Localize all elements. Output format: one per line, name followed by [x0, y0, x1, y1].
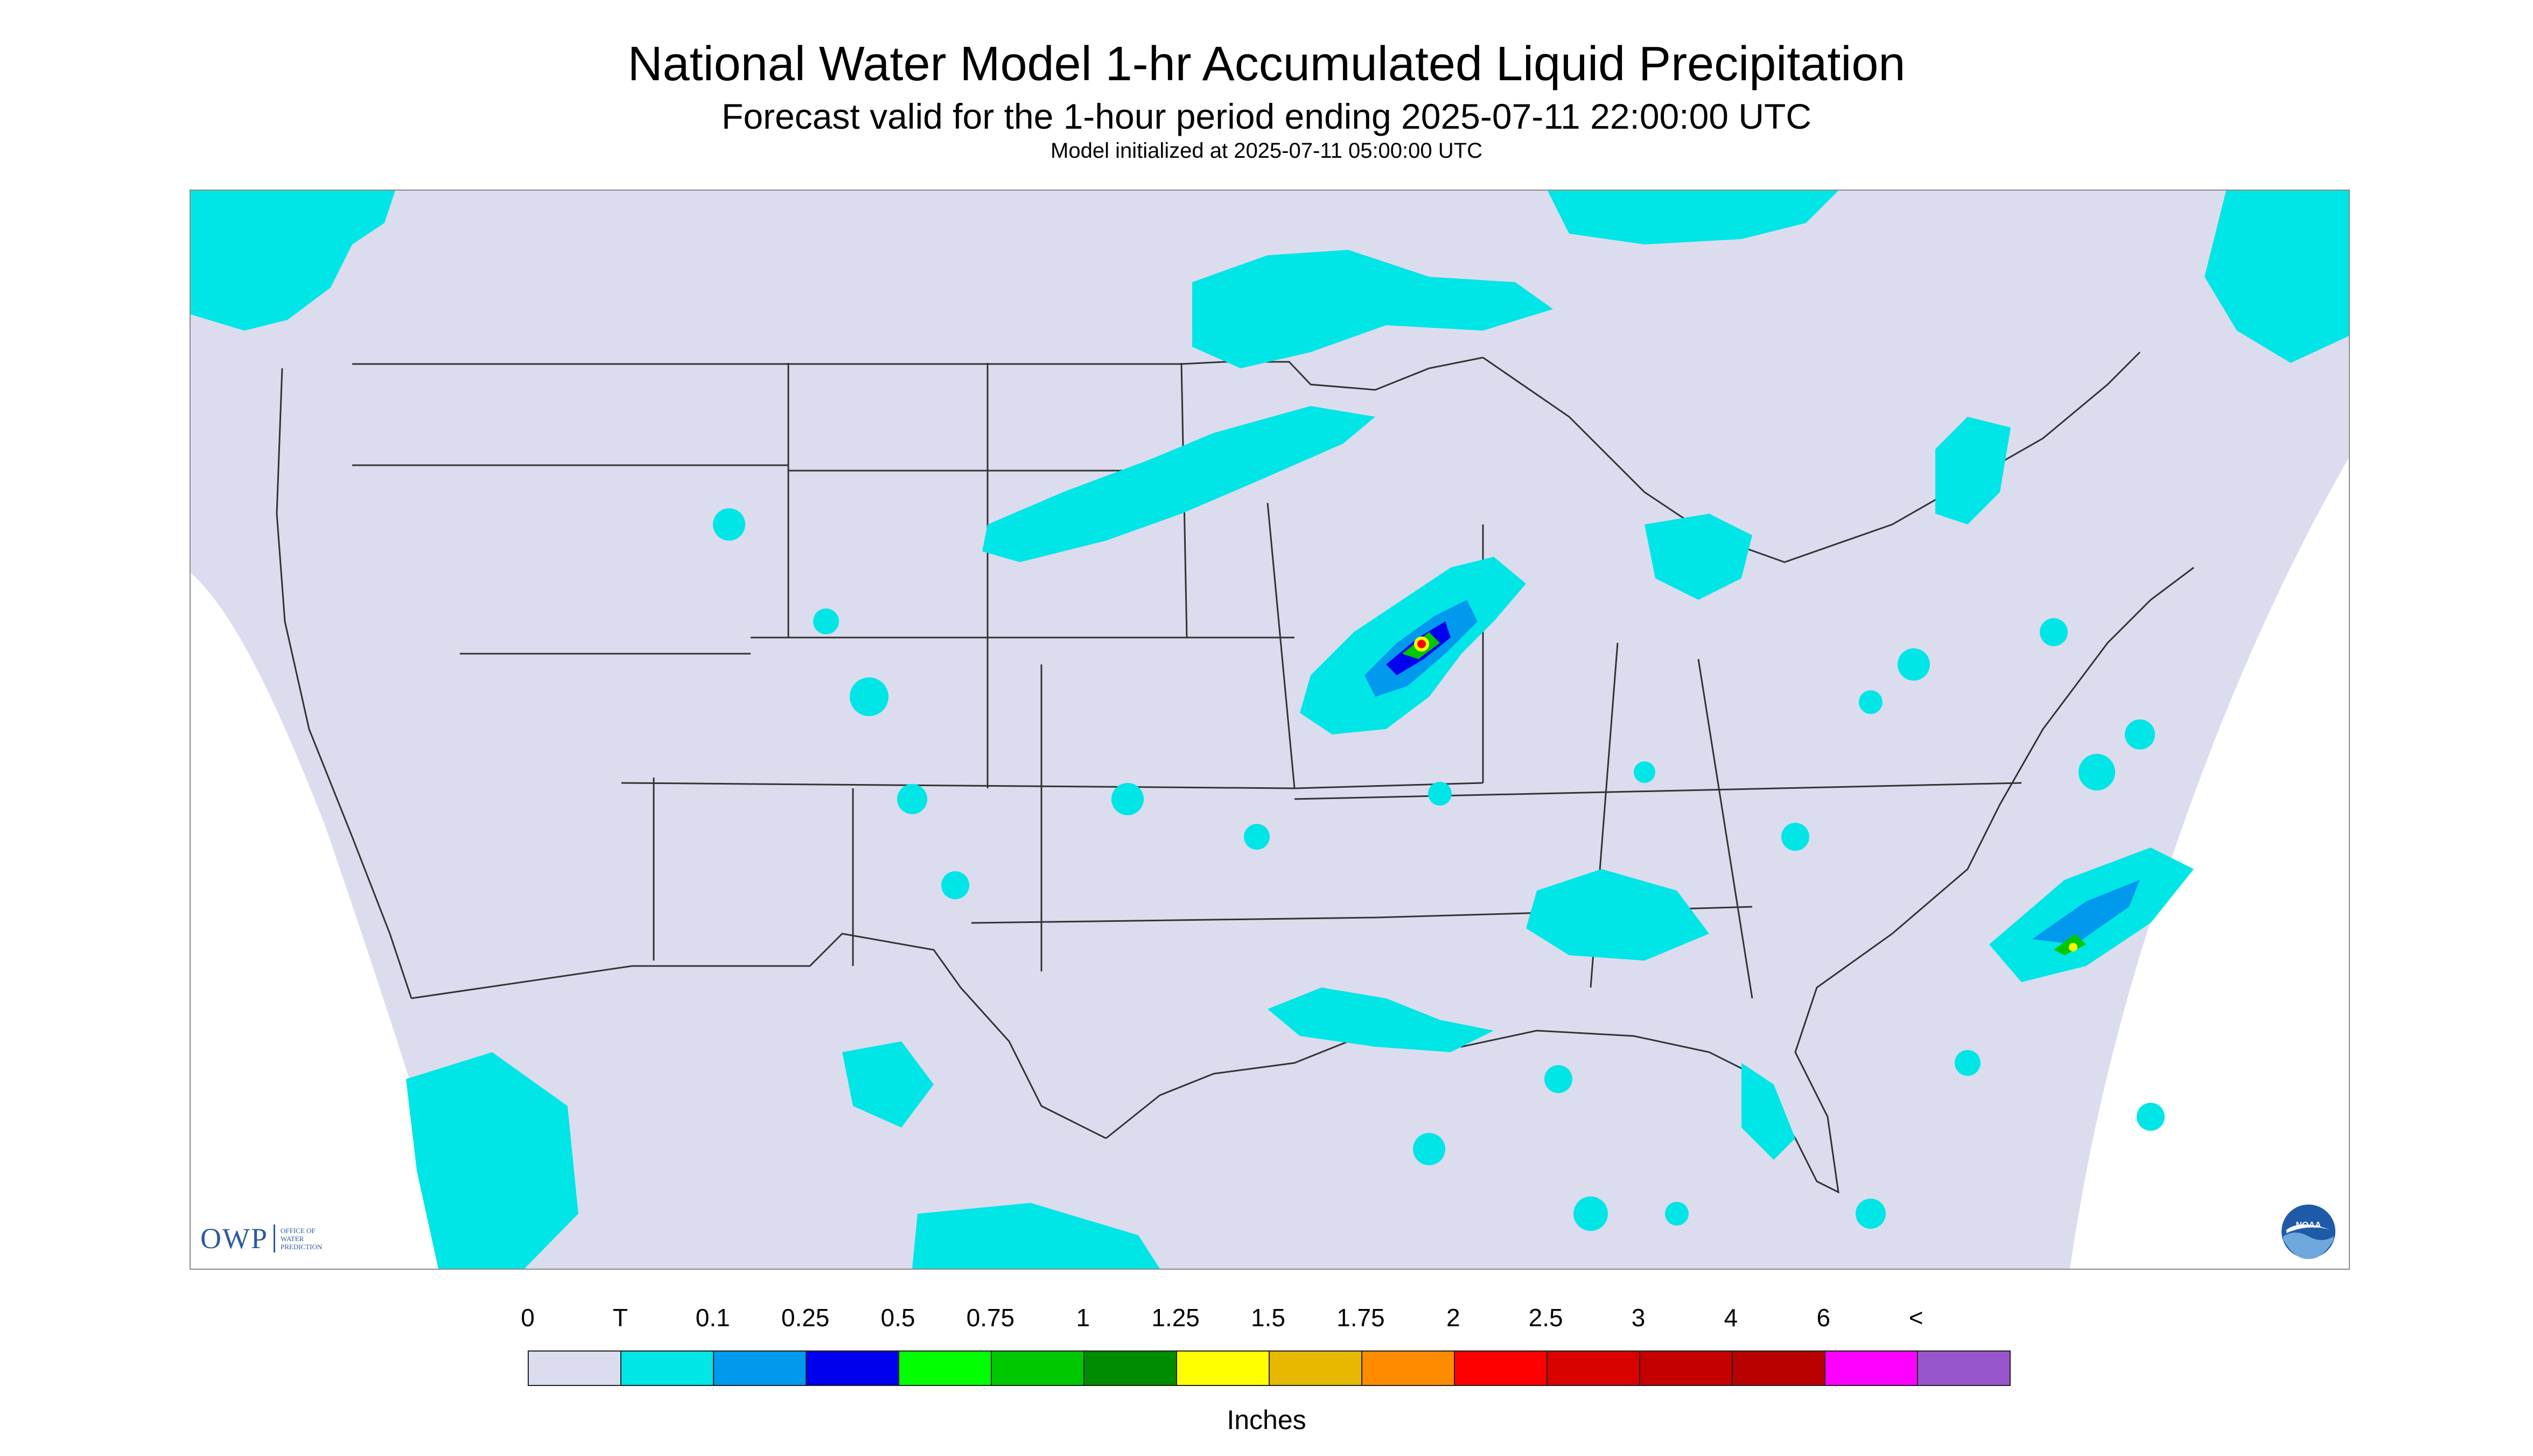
legend-label: 0.1 — [695, 1304, 730, 1332]
owp-logo-subtext: OFFICE OF WATER PREDICTION — [281, 1226, 323, 1251]
legend-swatch — [1548, 1352, 1640, 1385]
legend-label: 0.5 — [880, 1304, 915, 1332]
map-canvas — [191, 191, 2349, 1269]
legend-label: 3 — [1631, 1304, 1646, 1332]
legend-swatch — [1270, 1352, 1362, 1385]
owp-logo-divider — [274, 1224, 275, 1252]
legend-swatch — [1733, 1352, 1825, 1385]
noaa-logo-text: NOAA — [2296, 1221, 2321, 1230]
legend-label: 4 — [1724, 1304, 1738, 1332]
model-init-line: Model initialized at 2025-07-11 05:00:00… — [1051, 139, 1482, 163]
model-domain — [191, 191, 2349, 1269]
legend-label: 1.75 — [1337, 1304, 1385, 1332]
legend-label: 0 — [521, 1304, 535, 1332]
legend-labels: 0 T 0.1 0.25 0.5 0.75 1 1.25 1.5 1.75 2 2.5 3 4 6 < — [521, 1303, 2014, 1335]
legend-label: < — [1908, 1304, 1923, 1332]
legend-swatch — [992, 1352, 1084, 1385]
legend-label: 0.75 — [966, 1304, 1015, 1332]
legend-label: 2 — [1446, 1304, 1460, 1332]
legend-label: 2.5 — [1528, 1304, 1563, 1332]
map-subtitle: Forecast valid for the 1-hour period end… — [722, 96, 1811, 136]
legend-colorbar — [528, 1350, 2011, 1386]
legend-swatch — [1177, 1352, 1270, 1385]
legend-label: T — [612, 1304, 628, 1332]
legend-swatch — [1825, 1352, 1918, 1385]
precip-cells — [191, 191, 2349, 1269]
legend-label: 1.5 — [1251, 1304, 1285, 1332]
owp-logo: OWP OFFICE OF WATER PREDICTION — [200, 1222, 322, 1255]
legend-swatch — [899, 1352, 992, 1385]
legend-label: 1 — [1076, 1304, 1090, 1332]
legend-units: Inches — [1227, 1405, 1306, 1435]
map-title: National Water Model 1-hr Accumulated Li… — [627, 37, 1906, 91]
precipitation-map[interactable] — [190, 190, 2350, 1270]
legend-swatch — [1084, 1352, 1177, 1385]
noaa-logo: NOAA — [2279, 1202, 2338, 1261]
legend-swatch — [621, 1352, 714, 1385]
legend-swatch — [1918, 1352, 2010, 1385]
legend-swatch — [1640, 1352, 1733, 1385]
legend-swatch — [714, 1352, 807, 1385]
legend-swatch — [1455, 1352, 1548, 1385]
legend-swatch — [1362, 1352, 1455, 1385]
legend-label: 6 — [1816, 1304, 1831, 1332]
legend-label: 1.25 — [1151, 1304, 1200, 1332]
owp-logo-text: OWP — [200, 1222, 268, 1255]
legend-label: 0.25 — [781, 1304, 830, 1332]
legend-swatch — [529, 1352, 621, 1385]
legend-swatch — [807, 1352, 899, 1385]
